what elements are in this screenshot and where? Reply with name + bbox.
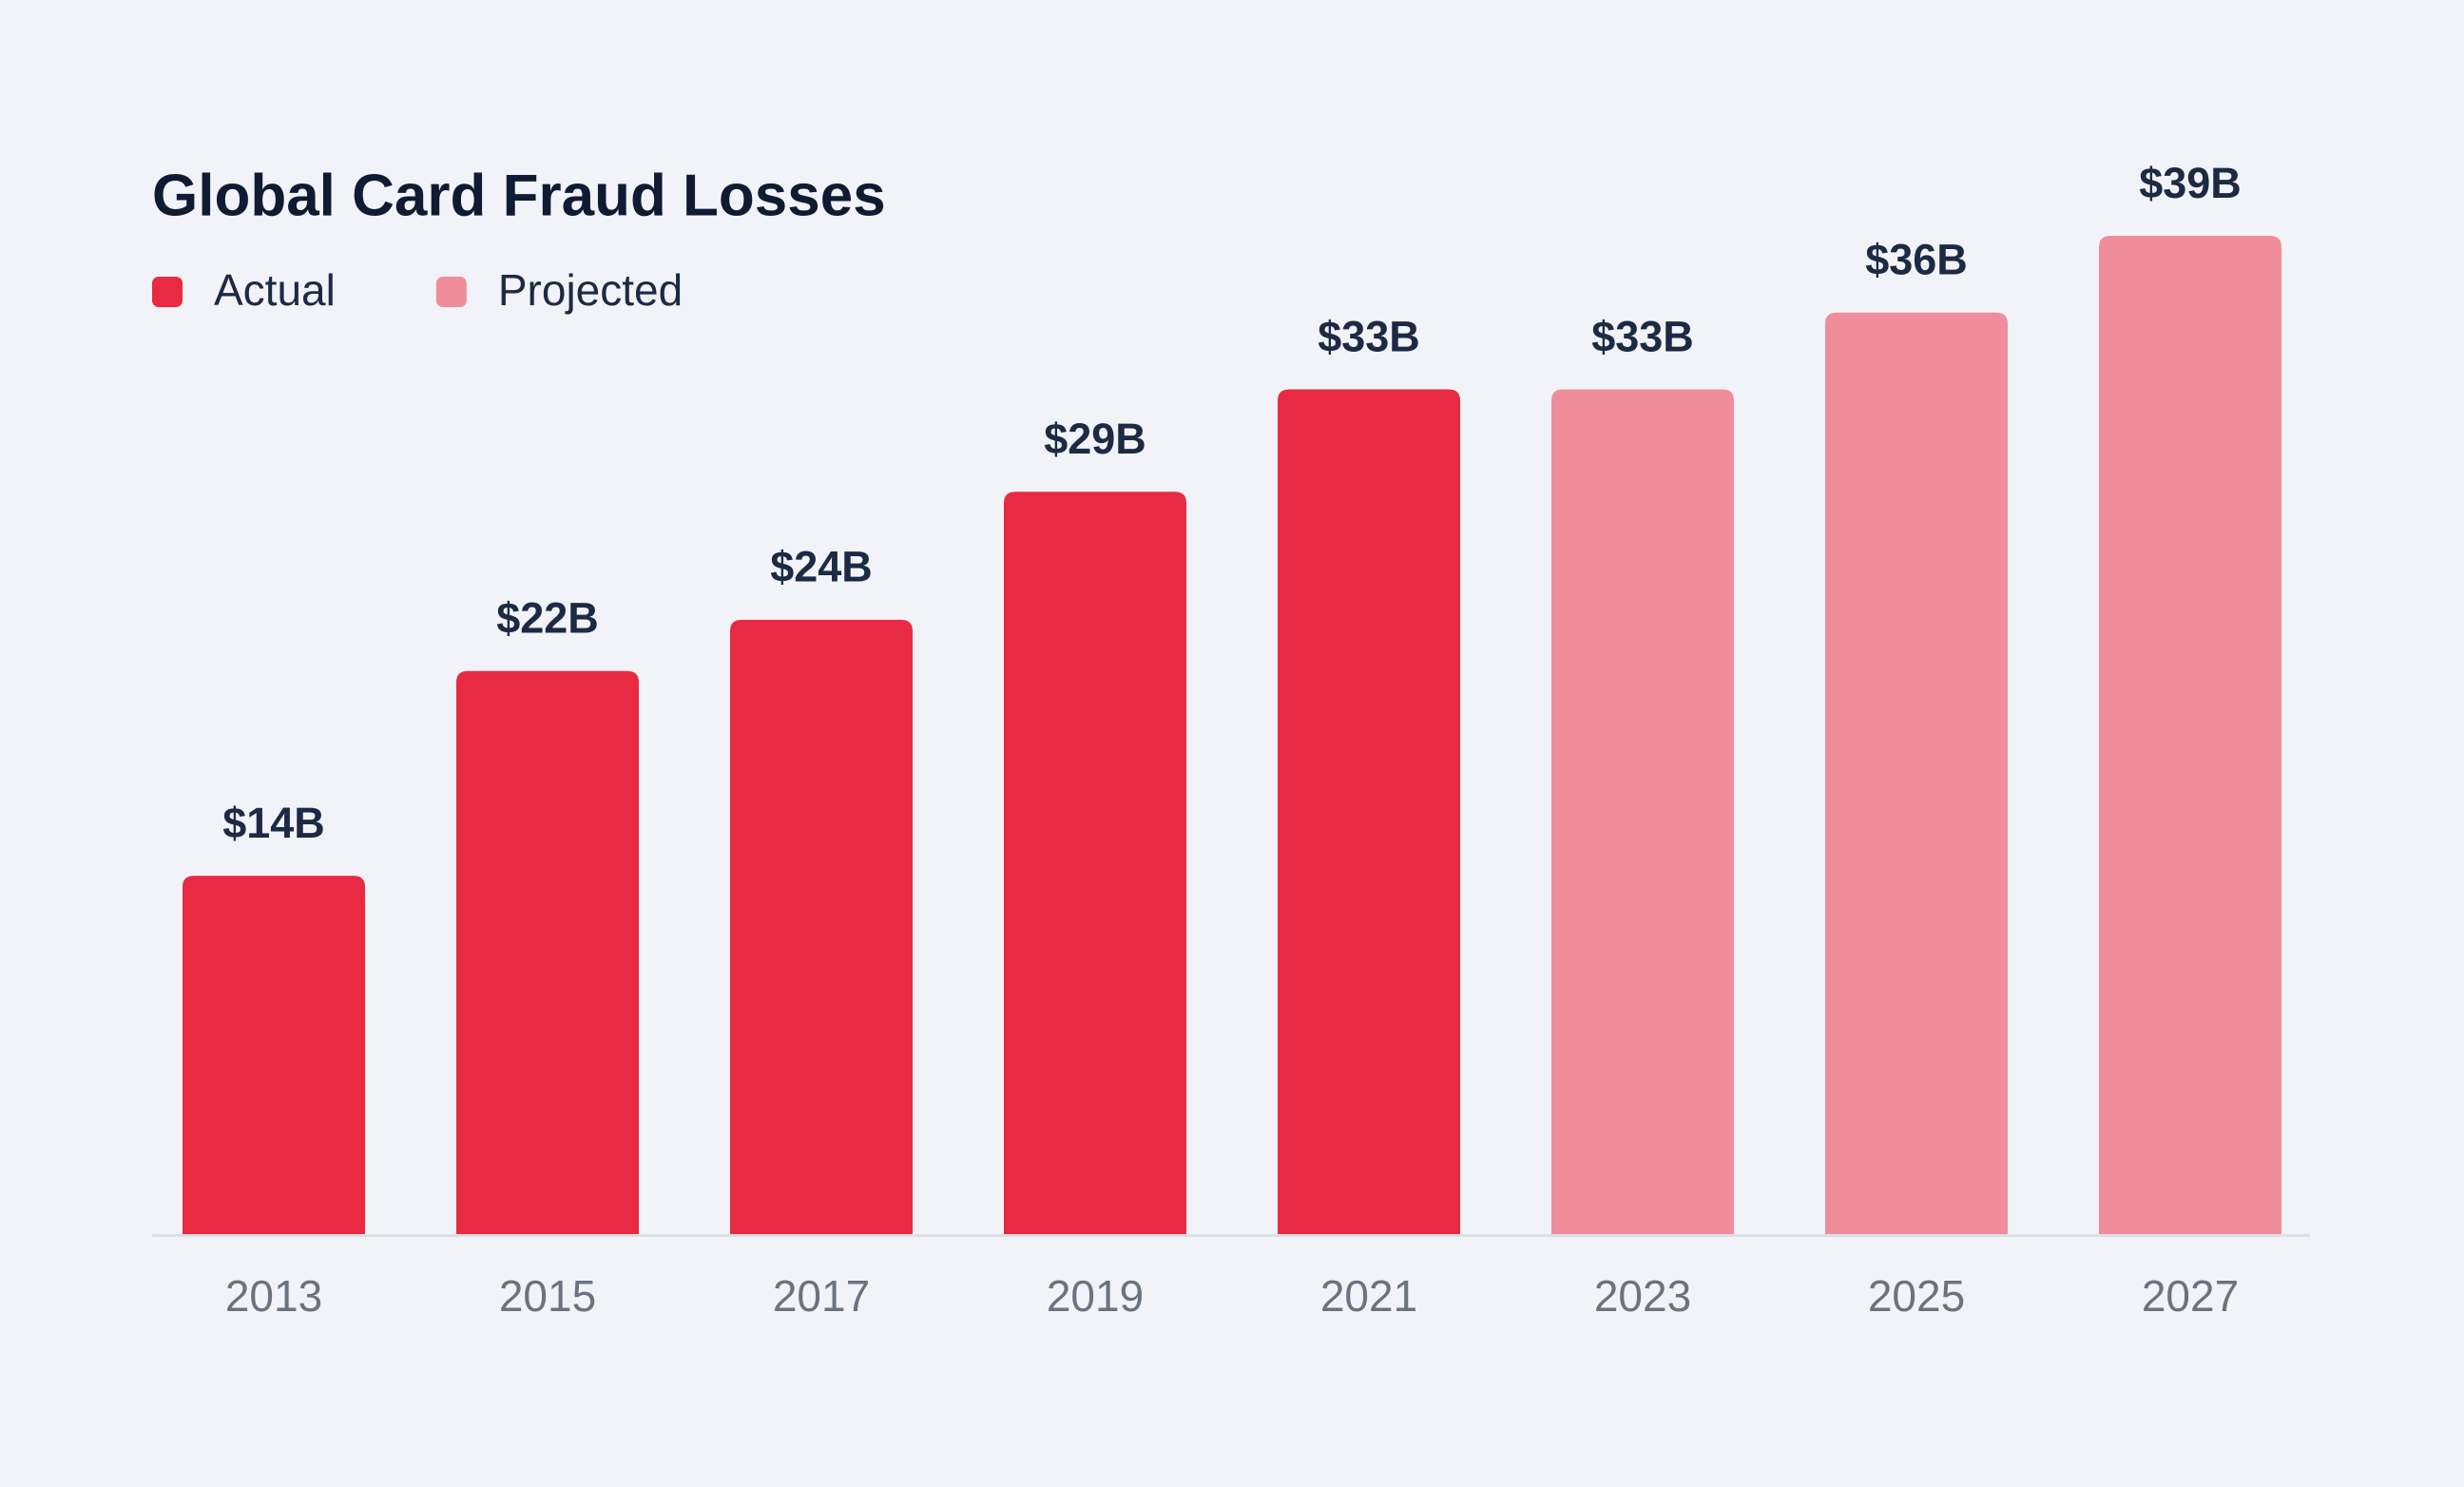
legend-label: Projected [498, 265, 683, 315]
bar [730, 619, 913, 1234]
x-tick-label: 2013 [225, 1271, 322, 1321]
bar [2099, 236, 2281, 1234]
legend-label: Actual [214, 265, 336, 315]
value-label: $22B [496, 594, 599, 643]
x-tick-label: 2025 [1868, 1271, 1965, 1321]
bar [1278, 389, 1460, 1234]
value-label: $24B [770, 543, 873, 591]
plot-area: 2013 2015 2017 2019 2021 2023 2025 2027 $14B $22B… [152, 159, 2310, 1321]
x-tick-label: 2017 [773, 1271, 870, 1321]
bar [183, 876, 365, 1234]
x-tick-label: 2023 [1594, 1271, 1691, 1321]
value-label: $29B [1044, 415, 1146, 463]
x-tick-label: 2021 [1320, 1271, 1417, 1321]
value-label: $36B [1865, 236, 1968, 284]
value-label: $33B [1591, 312, 1694, 360]
x-tick-label: 2015 [499, 1271, 596, 1321]
legend-swatch [435, 277, 467, 307]
value-label: $14B [222, 799, 325, 847]
bar [1825, 312, 2008, 1234]
bar [1004, 492, 1186, 1234]
legend: Actual Projected [152, 265, 683, 315]
chart-title: Global Card Fraud Losses [152, 163, 886, 228]
x-tick-label: 2027 [2142, 1271, 2239, 1321]
bar [1551, 389, 1734, 1234]
value-label: $33B [1318, 312, 1420, 360]
legend-swatch [152, 277, 183, 307]
x-tick-label: 2019 [1047, 1271, 1144, 1321]
bar [456, 670, 639, 1234]
value-label: $39B [2139, 159, 2242, 207]
